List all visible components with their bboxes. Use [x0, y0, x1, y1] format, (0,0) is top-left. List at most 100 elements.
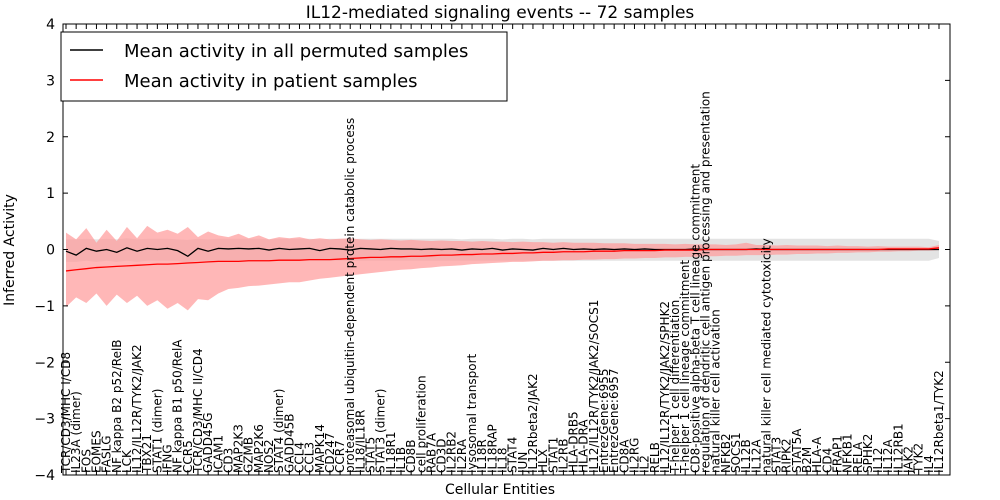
- x-category-label: cell proliferation: [414, 375, 428, 473]
- x-category-label: MAP2K6: [252, 424, 266, 473]
- x-category-label: FRAP1: [830, 435, 844, 473]
- x-category-label: STAT4: [506, 437, 520, 473]
- x-category-label: IL2: [638, 455, 652, 473]
- y-tick-label: 4: [46, 17, 55, 33]
- x-category-label: TBX21: [140, 434, 154, 474]
- x-category-label: IL12: [871, 447, 885, 473]
- x-category-label: MAP2K3: [232, 424, 246, 473]
- x-category-label: proteasomal ubiquitin-dependent protein …: [343, 118, 357, 473]
- x-category-label: CCL3: [303, 442, 317, 473]
- x-category-label: RELB: [648, 442, 662, 473]
- x-category-label: STAT1 (dimer): [150, 389, 164, 473]
- x-category-label: B2M: [800, 447, 814, 473]
- x-category-label: IL18: [496, 448, 510, 474]
- x-category-label: IL2RB: [556, 439, 570, 473]
- x-category-label: CD247: [323, 432, 337, 473]
- x-category-label: CD3D: [435, 438, 449, 473]
- legend-label-patient: Mean activity in patient samples: [124, 71, 418, 92]
- x-category-label: CD3: [221, 448, 235, 473]
- x-category-label: ICAM1: [211, 435, 225, 473]
- x-category-label: FOS: [79, 449, 93, 473]
- x-category-label: STAT3: [770, 437, 784, 473]
- x-category-label: IL18/IL18R: [353, 410, 367, 473]
- x-category-label: RIPK2: [780, 438, 794, 473]
- x-category-label: CCL4: [292, 442, 306, 473]
- y-tick-label: 2: [46, 130, 55, 146]
- x-category-label: JUN: [516, 452, 530, 474]
- x-category-label: IL23A (dimer): [69, 391, 83, 473]
- x-category-label: NOS2: [262, 439, 276, 473]
- x-category-label: CD4: [820, 448, 834, 473]
- x-category-label: IL2RA: [455, 438, 469, 473]
- x-category-label: CD8B: [404, 440, 418, 474]
- x-category-label: STAT1: [546, 437, 560, 473]
- chart-title: IL12-mediated signaling events -- 72 sam…: [306, 3, 695, 23]
- x-category-label: CCR5: [181, 440, 195, 473]
- x-category-label: HLA-DRA: [577, 419, 591, 473]
- x-category-label: IL2RB2: [445, 431, 459, 473]
- x-category-label: IL18R1: [384, 432, 398, 473]
- x-category-label: EntrezGene:6955: [597, 368, 611, 473]
- legend-box: [60, 31, 508, 102]
- x-category-label: STAT3 (dimer): [374, 389, 388, 473]
- y-tick-label: −4: [34, 468, 55, 484]
- y-axis-label: Inferred Activity: [2, 194, 18, 306]
- x-category-label: TCR/CD3/MHC II/CD4: [191, 348, 205, 474]
- x-category-label: IL1B: [394, 447, 408, 473]
- x-category-label: STAT4 (dimer): [272, 389, 286, 473]
- x-category-label: CD8A: [617, 439, 631, 473]
- x-category-label: EntrezGene:6957: [607, 368, 621, 473]
- y-tick-label: 3: [46, 73, 55, 89]
- y-tick-label: −3: [34, 412, 55, 428]
- legend-label-permuted: Mean activity in all permuted samples: [124, 41, 468, 62]
- x-category-label: GADD45G: [201, 412, 215, 473]
- x-category-label: IFNG: [161, 444, 175, 473]
- x-category-label: CCR7: [333, 440, 347, 473]
- x-category-label: IL2RG: [627, 438, 641, 474]
- x-category-label: STAT5: [364, 437, 378, 473]
- x-category-label: CD8-positive alpha-beta T cell lineage c…: [688, 164, 702, 473]
- x-category-label: SPHK2: [861, 434, 875, 473]
- y-tick-label: 1: [46, 186, 55, 202]
- x-category-label: regulation of dendritic cell antigen pro…: [699, 91, 713, 473]
- series-line-patient: [65, 247, 940, 272]
- x-category-label: IL18RAP: [485, 424, 499, 473]
- x-category-label: RAB7A: [424, 432, 438, 473]
- x-category-label: T-helper 1 cell differentiation: [668, 300, 682, 474]
- x-category-label: natural killer cell activation: [709, 309, 723, 473]
- x-category-label: RELA: [851, 441, 865, 473]
- x-category-label: T-helper 1 cell lineage commitment: [678, 260, 692, 474]
- y-tick-label: 0: [46, 243, 55, 259]
- x-category-label: IL12A: [881, 439, 895, 473]
- x-category-label: GZMB: [242, 437, 256, 473]
- x-category-label: IL18R: [475, 439, 489, 473]
- x-axis-label: Cellular Entities: [445, 482, 555, 498]
- x-category-label: IL12Rbeta1/TYK2: [932, 370, 946, 473]
- legend: Mean activity in all permuted samples Me…: [60, 31, 508, 102]
- x-category-label: TCR/CD3/MHC I/CD8: [59, 352, 73, 474]
- x-category-label: HLA-DRB5: [567, 411, 581, 473]
- x-category-label: HLA-A: [810, 436, 824, 473]
- x-category-label: JAK2: [902, 446, 916, 474]
- x-category-label: EOMES: [89, 430, 103, 473]
- x-category-label: IL12Rbeta2/JAK2: [526, 373, 540, 473]
- x-category-label: HLX: [536, 449, 550, 473]
- band-patient: [66, 225, 939, 311]
- x-category-label: GADD45B: [282, 414, 296, 474]
- x-category-label: LCK: [120, 449, 134, 473]
- x-category-label: NFKB2: [719, 433, 733, 473]
- x-category-label: TYK2: [912, 443, 926, 474]
- x-category-label: FASLG: [100, 435, 114, 473]
- x-category-label: SOCS1: [729, 432, 743, 473]
- x-category-label: IL12RB1: [891, 423, 905, 473]
- x-category-label: MAPK14: [313, 424, 327, 473]
- x-category-label: IL12/IL12R/TYK2/JAK2/SOCS1: [587, 300, 601, 473]
- x-category-label: NF kappa B2 p52/RelB: [110, 339, 124, 473]
- x-category-label: NF kappa B1 p50/RelA: [171, 339, 185, 473]
- x-category-label: natural killer cell mediated cytotoxicit…: [759, 238, 773, 473]
- x-category-label: lysosomal transport: [465, 353, 479, 473]
- y-tick-label: −1: [34, 299, 55, 315]
- x-category-label: IL12/IL12R/TYK2/JAK2: [130, 344, 144, 473]
- x-category-label: NFKB1: [841, 433, 855, 473]
